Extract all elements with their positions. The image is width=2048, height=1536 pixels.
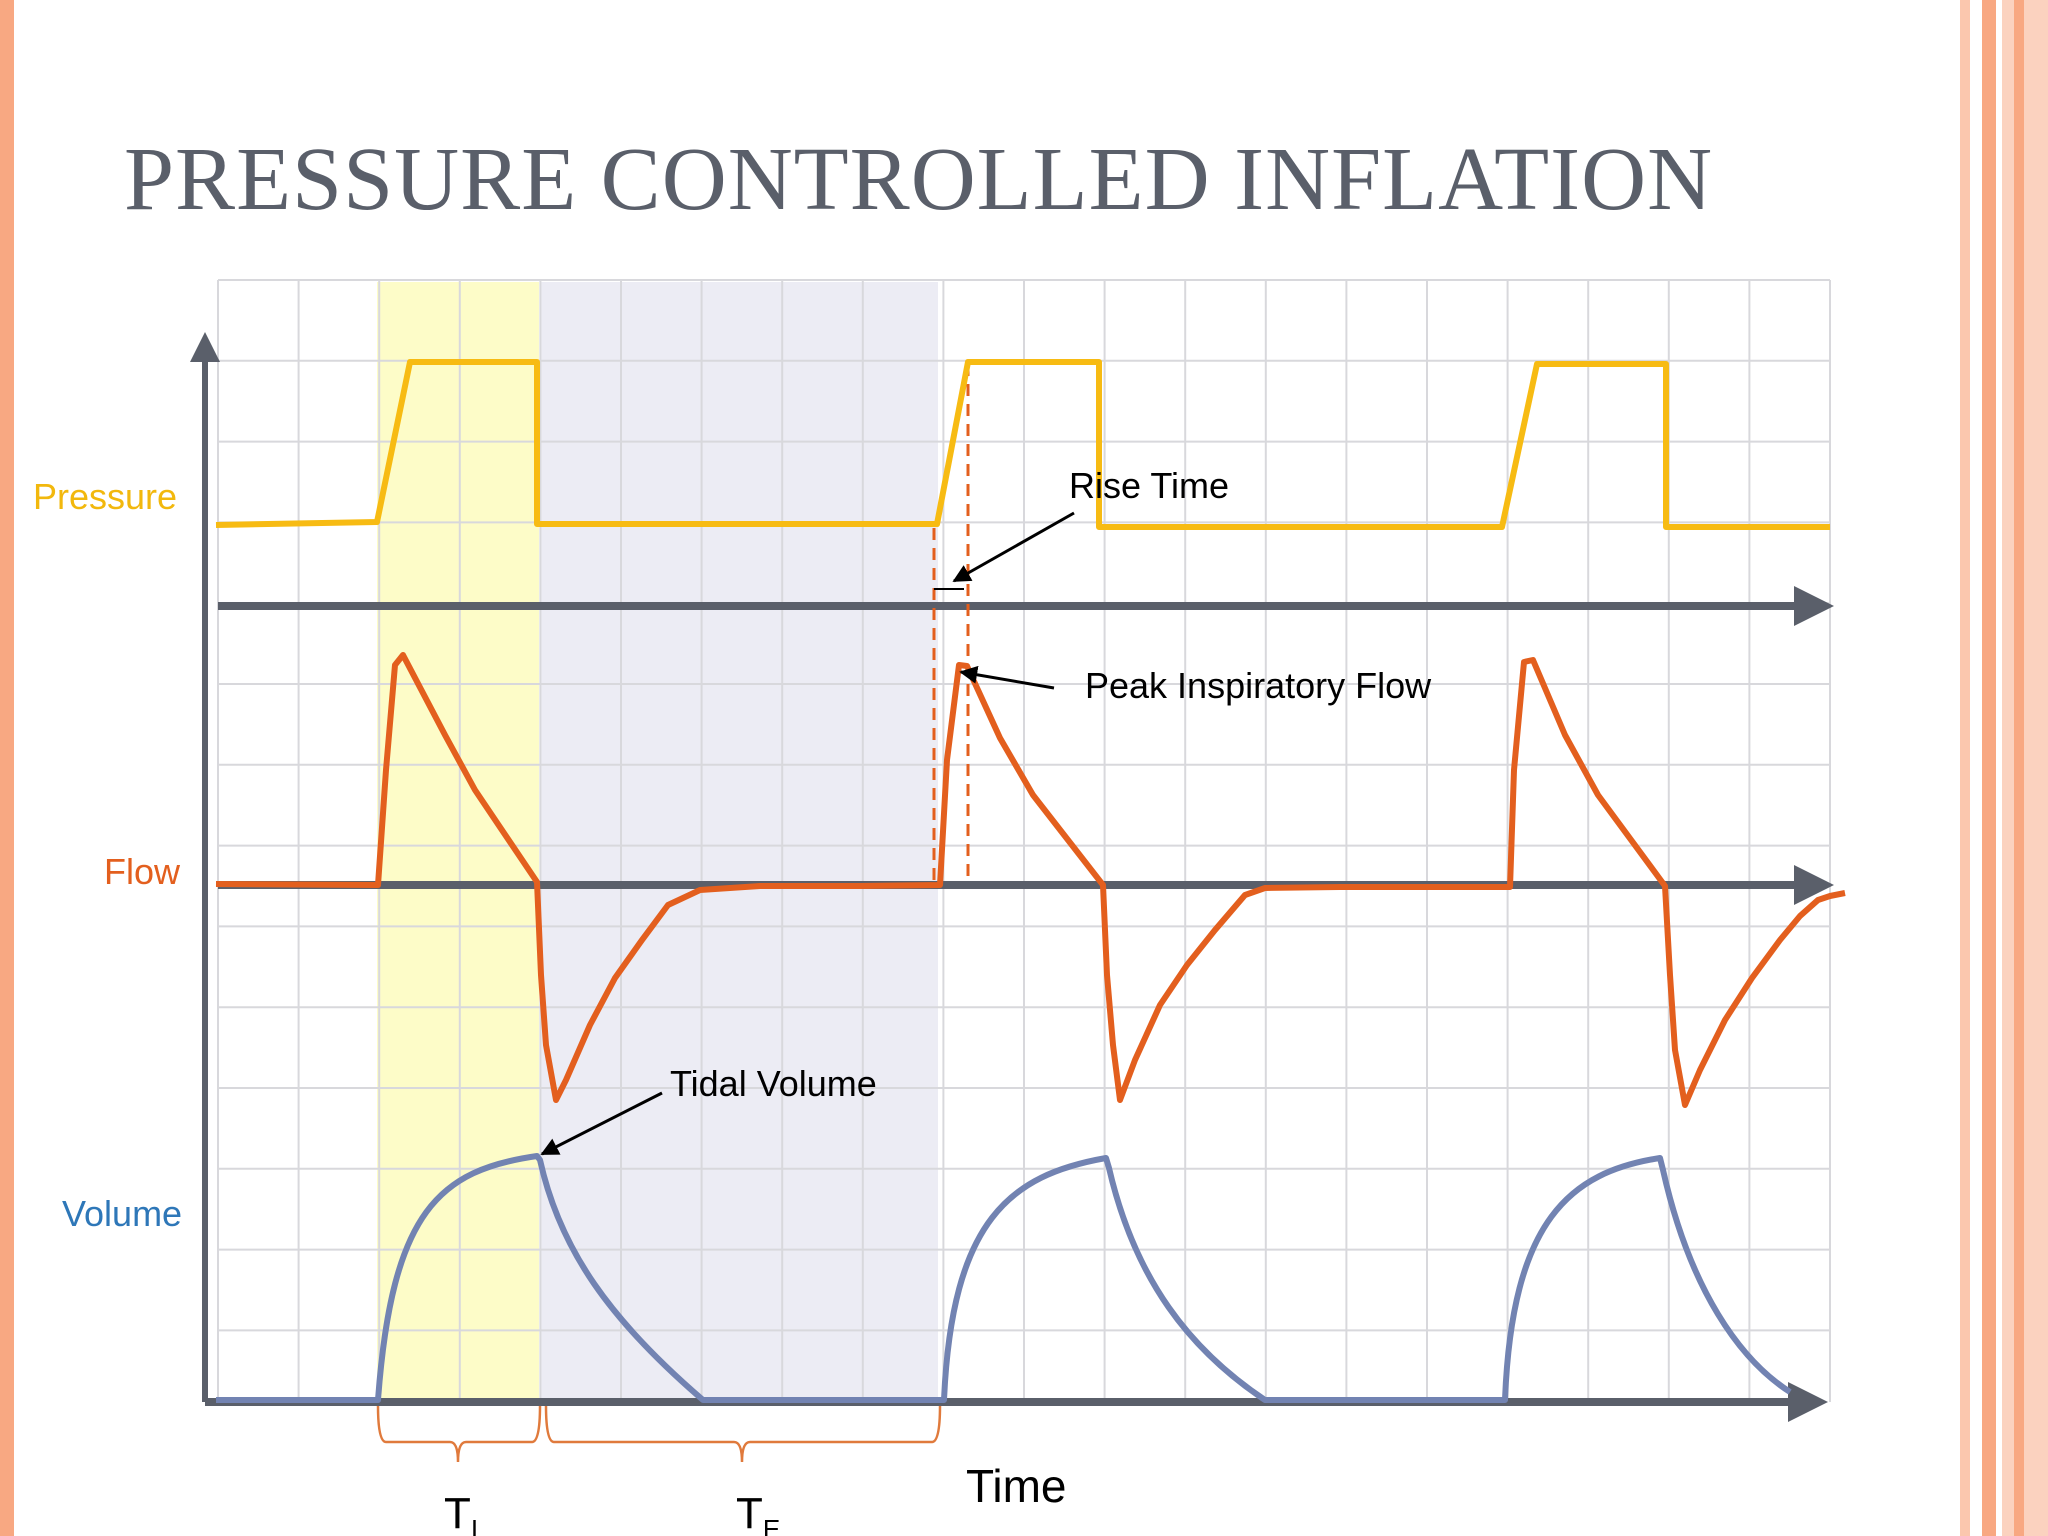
pressure-label: Pressure xyxy=(33,476,177,517)
volume-label: Volume xyxy=(62,1193,182,1234)
slide-right-border xyxy=(2014,0,2024,1536)
time-axis-label: Time xyxy=(966,1460,1067,1512)
slide-title: PRESSURE CONTROLLED INFLATION xyxy=(124,130,1714,229)
volume-waveform xyxy=(216,1153,1792,1403)
inspiration-time-brace xyxy=(376,1405,542,1463)
pressure-waveform xyxy=(215,359,1830,530)
inspiration-time-subscript: I xyxy=(471,1514,478,1536)
inspiration-phase-shade xyxy=(377,282,539,1402)
rise-time-arrow xyxy=(952,511,1075,583)
expiration-time-subscript: E xyxy=(763,1514,780,1536)
peak-inspiratory-flow-arrow xyxy=(959,665,1055,690)
flow-waveform xyxy=(215,652,1846,1108)
grid xyxy=(217,279,1831,1402)
expiration-phase-shade xyxy=(541,282,938,1402)
inspiration-time-label: TI xyxy=(444,1489,478,1536)
slide-right-border xyxy=(2002,0,2048,1536)
slide-right-border xyxy=(1982,0,1996,1536)
slide-left-border xyxy=(0,0,14,1536)
expiration-time-label: TE xyxy=(736,1489,780,1536)
rise-time-annotation: Rise Time xyxy=(1069,465,1229,506)
peak-inspiratory-flow-annotation: Peak Inspiratory Flow xyxy=(1085,665,1432,706)
slide-right-border xyxy=(1960,0,1970,1536)
flow-label: Flow xyxy=(104,851,181,892)
tidal-volume-arrow xyxy=(540,1091,663,1156)
expiration-time-brace xyxy=(544,1405,942,1463)
tidal-volume-annotation: Tidal Volume xyxy=(670,1063,877,1104)
